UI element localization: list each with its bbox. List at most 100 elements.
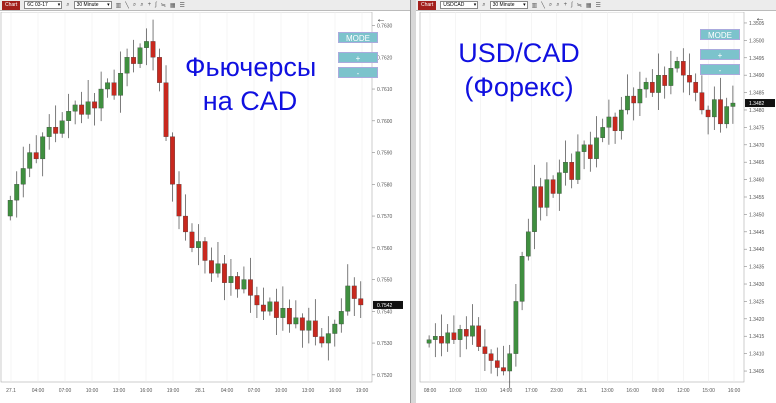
chart-tab[interactable]: Chart bbox=[418, 0, 437, 10]
x-tick-label: 04:00 bbox=[32, 388, 45, 394]
properties-icon[interactable]: ▦ bbox=[585, 2, 592, 9]
draw-line-icon[interactable]: ╲ bbox=[125, 2, 129, 9]
candle-body bbox=[150, 41, 156, 58]
symbol-select[interactable]: USDCAD bbox=[440, 1, 479, 9]
candle-body bbox=[693, 81, 699, 93]
y-tick-label: 1.3455 bbox=[749, 195, 765, 201]
x-tick-label: 12:00 bbox=[677, 388, 690, 394]
candle-body bbox=[643, 81, 649, 90]
y-tick-label: 1.3440 bbox=[749, 247, 765, 253]
crosshair-icon[interactable]: + bbox=[147, 2, 152, 8]
y-tick-label: 1.3485 bbox=[749, 91, 765, 97]
y-tick-label: 1.3450 bbox=[749, 212, 765, 218]
current-price-label: 0.7542 bbox=[377, 303, 393, 309]
candle-body bbox=[525, 231, 531, 257]
bar-type-icon[interactable]: ▥ bbox=[531, 2, 538, 9]
timeframe-select[interactable]: 30 Minute bbox=[489, 1, 528, 9]
zoom-plus-button[interactable]: + bbox=[700, 49, 740, 60]
overlay-caption: Фьючерсы на CAD bbox=[185, 50, 316, 118]
candle-body bbox=[439, 336, 444, 344]
timeframe-select[interactable]: 30 Minute bbox=[73, 1, 112, 9]
candle-body bbox=[27, 152, 33, 169]
x-tick-label: 13:00 bbox=[113, 388, 126, 394]
x-tick-label: 10:00 bbox=[86, 388, 99, 394]
arrow-left-icon[interactable]: ← bbox=[755, 13, 765, 24]
y-tick-label: 0.7570 bbox=[377, 214, 393, 220]
y-tick-label: 0.7590 bbox=[377, 151, 393, 157]
candle-body bbox=[451, 332, 457, 340]
price-chart-right[interactable]: 08:00 10:00 11:00 14:00 17:00 23:00 28.1 13:00 1… bbox=[416, 12, 776, 403]
candle-body bbox=[111, 82, 117, 96]
draw-line-icon[interactable]: ╲ bbox=[541, 2, 545, 9]
candle-body bbox=[668, 68, 674, 86]
x-tick-label: 16:00 bbox=[728, 388, 741, 394]
candle-body bbox=[280, 307, 286, 318]
strategies-icon[interactable]: ≒ bbox=[160, 2, 166, 9]
toolbar: Chart 6C 03-17 ⌕ 30 Minute ▥ ╲ ⌕ ⌕ + ∫ ≒… bbox=[0, 0, 412, 11]
candle-body bbox=[7, 200, 13, 217]
candle-body bbox=[612, 116, 618, 132]
zoom-plus-button[interactable]: + bbox=[338, 52, 378, 63]
candle-body bbox=[513, 301, 519, 354]
x-tick-label: 13:00 bbox=[302, 388, 315, 394]
x-tick-label: 19:00 bbox=[356, 388, 369, 394]
y-tick-label: 0.7610 bbox=[377, 87, 393, 93]
x-tick-label: 27.1 bbox=[6, 388, 16, 394]
mode-button[interactable]: MODE bbox=[338, 32, 378, 43]
x-tick-label: 09:00 bbox=[652, 388, 665, 394]
zoom-out-icon[interactable]: ⌕ bbox=[556, 1, 560, 8]
search-icon[interactable]: ⌕ bbox=[482, 1, 486, 8]
candle-body bbox=[699, 92, 705, 111]
y-tick-label: 1.3490 bbox=[749, 73, 765, 79]
candle-body bbox=[189, 231, 195, 248]
candle-body bbox=[267, 301, 273, 312]
properties-icon[interactable]: ▦ bbox=[169, 2, 176, 9]
candle-body bbox=[124, 57, 130, 74]
candle-body bbox=[606, 116, 612, 128]
candle-body bbox=[312, 320, 318, 337]
candle-body bbox=[332, 323, 338, 334]
arrow-left-icon[interactable]: ← bbox=[376, 14, 386, 25]
mode-button[interactable]: MODE bbox=[700, 29, 740, 40]
y-tick-label: 0.7530 bbox=[377, 341, 393, 347]
y-tick-label: 1.3430 bbox=[749, 282, 765, 288]
candle-body bbox=[482, 346, 488, 354]
price-chart-left[interactable]: 27.1 04:00 07:00 10:00 13:00 16:00 19:00 28.1 04… bbox=[0, 12, 412, 403]
y-tick-label: 0.7560 bbox=[377, 246, 393, 252]
candle-body bbox=[662, 75, 668, 86]
zoom-in-icon[interactable]: ⌕ bbox=[132, 1, 137, 8]
candle-body bbox=[299, 317, 305, 331]
candle-body bbox=[215, 263, 221, 274]
templates-icon[interactable]: ☰ bbox=[595, 2, 601, 9]
bar-type-icon[interactable]: ▥ bbox=[115, 2, 122, 9]
chart-tab[interactable]: Chart bbox=[2, 0, 21, 10]
candle-body bbox=[476, 325, 482, 347]
y-tick-label: 1.3505 bbox=[749, 21, 765, 27]
x-tick-label: 17:00 bbox=[525, 388, 538, 394]
symbol-select[interactable]: 6C 03-17 bbox=[24, 1, 63, 9]
candle-body bbox=[14, 184, 20, 201]
candle-body bbox=[445, 332, 451, 344]
current-price-badge bbox=[373, 300, 403, 309]
candle-body bbox=[79, 104, 85, 115]
search-icon[interactable]: ⌕ bbox=[66, 1, 70, 8]
indicators-icon[interactable]: ∫ bbox=[571, 2, 573, 8]
x-tick-label: 11:00 bbox=[475, 388, 487, 394]
x-tick-label: 14:00 bbox=[500, 388, 513, 394]
strategies-icon[interactable]: ≒ bbox=[576, 2, 582, 9]
candle-body bbox=[711, 99, 717, 118]
zoom-out-icon[interactable]: ⌕ bbox=[140, 1, 144, 8]
candle-body bbox=[687, 75, 692, 83]
zoom-minus-button[interactable]: - bbox=[700, 64, 740, 75]
candle-body bbox=[254, 295, 260, 306]
zoom-in-icon[interactable]: ⌕ bbox=[548, 1, 553, 8]
y-tick-label: 0.7550 bbox=[377, 278, 393, 284]
caption-line: (Форекс) bbox=[464, 72, 574, 102]
zoom-minus-button[interactable]: - bbox=[338, 67, 378, 78]
templates-icon[interactable]: ☰ bbox=[179, 2, 185, 9]
indicators-icon[interactable]: ∫ bbox=[155, 2, 157, 8]
crosshair-icon[interactable]: + bbox=[563, 2, 568, 8]
candle-body bbox=[176, 184, 182, 217]
caption-line: на CAD bbox=[202, 86, 298, 116]
candle-body bbox=[228, 276, 234, 283]
